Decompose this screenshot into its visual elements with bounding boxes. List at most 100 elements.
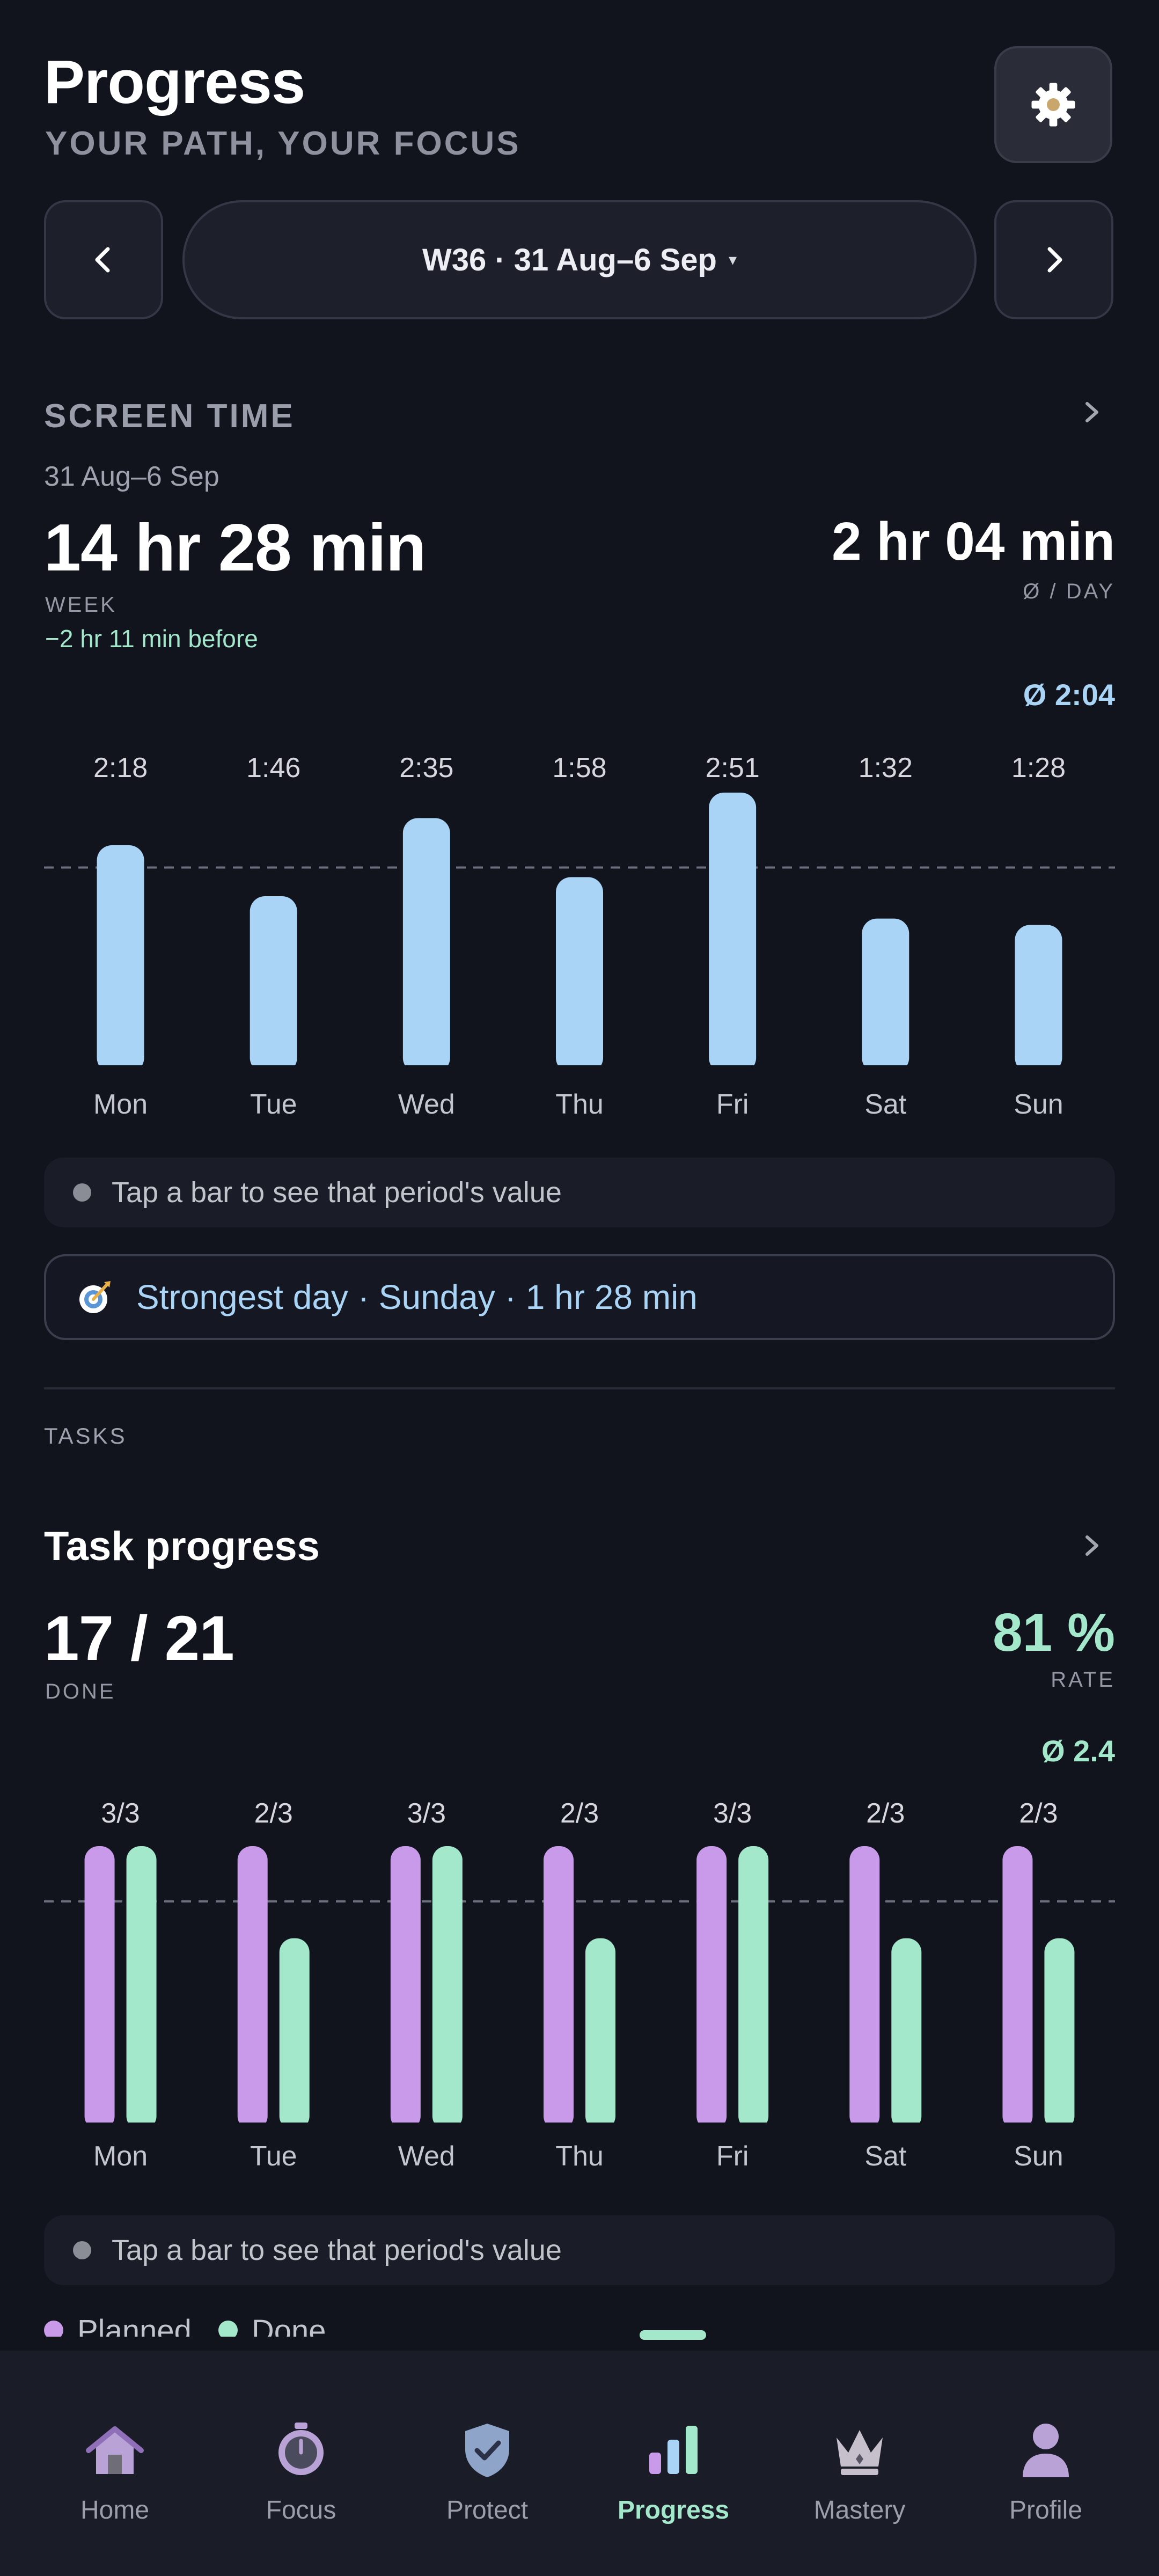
shield-icon [465, 2424, 509, 2477]
chart-baseline-mask [44, 2123, 1115, 2144]
tasks-legend: Planned Done [44, 2313, 326, 2337]
done-bar[interactable] [585, 1938, 615, 2130]
tasks-rate-label: RATE [1051, 1668, 1115, 1692]
tab-focus[interactable]: Focus [221, 2415, 382, 2525]
done-bar[interactable] [126, 1846, 157, 2130]
bar[interactable] [862, 918, 909, 1073]
gear-icon [1031, 83, 1075, 127]
task-bar-group-fri[interactable] [696, 1846, 769, 2130]
bar[interactable] [250, 896, 297, 1073]
tab-progress-label: Progress [617, 2496, 730, 2524]
tab-focus-label: Focus [266, 2496, 336, 2524]
done-bar[interactable] [1044, 1938, 1075, 2130]
x-axis-label: Sat [864, 1089, 907, 1120]
bar-value-label: 1:32 [859, 752, 913, 784]
section-divider [44, 1387, 1115, 1389]
previous-week-button[interactable] [44, 200, 163, 319]
screen-time-bar-sat[interactable] [862, 918, 909, 1073]
task-bar-group-thu[interactable] [544, 1846, 615, 2130]
screen-time-bar-fri[interactable] [709, 792, 757, 1073]
screen-time-date-range: 31 Aug–6 Sep [44, 461, 219, 492]
bar[interactable] [1015, 925, 1062, 1073]
hint-dot-icon [73, 2241, 91, 2259]
bar[interactable] [402, 818, 450, 1073]
task-bar-group-wed[interactable] [390, 1846, 463, 2130]
crown-icon [837, 2430, 883, 2475]
x-axis-label: Fri [716, 2141, 749, 2172]
done-bar[interactable] [738, 1846, 769, 2130]
tab-protect[interactable]: Protect [407, 2415, 568, 2525]
x-axis-label: Thu [555, 2141, 604, 2172]
home-icon [86, 2426, 144, 2474]
task-bar-group-sat[interactable] [849, 1846, 922, 2130]
screen-time-bar-thu[interactable] [556, 877, 603, 1073]
bar[interactable] [709, 792, 757, 1073]
screen-time-bar-mon[interactable] [97, 845, 144, 1073]
x-axis-label: Fri [716, 1089, 749, 1120]
screen-time-bar-wed[interactable] [402, 818, 450, 1073]
tab-progress[interactable]: Progress [593, 2415, 754, 2525]
task-progress-chart: 3/3 Mon 2/3 Tue 3/3 Wed 2/3 Thu 3/3 Fri 2/3 Sat 2/3 S… [44, 1787, 1115, 2179]
planned-bar[interactable] [696, 1846, 727, 2130]
done-bar[interactable] [891, 1938, 922, 2130]
week-selector[interactable]: W36 · 31 Aug–6 Sep ▾ [182, 200, 977, 319]
screen-time-average-marker: Ø 2:04 [1023, 678, 1115, 712]
next-week-button[interactable] [994, 200, 1113, 319]
bar-value-label: 2:51 [706, 752, 760, 784]
bar-value-label: 2/3 [1019, 1798, 1058, 1829]
bar-value-label: 3/3 [713, 1798, 752, 1829]
hint-dot-icon [73, 1183, 91, 1202]
tasks-hint-text: Tap a bar to see that period's value [112, 2234, 562, 2266]
task-bar-group-mon[interactable] [84, 1846, 157, 2130]
bar-value-label: 2/3 [866, 1798, 905, 1829]
bar-value-label: 2:35 [399, 752, 453, 784]
screen-time-bar-sun[interactable] [1015, 925, 1062, 1073]
page-title: Progress [44, 48, 305, 116]
tab-home[interactable]: Home [34, 2415, 195, 2525]
tasks-hint: Tap a bar to see that period's value [44, 2215, 1115, 2285]
strongest-day-card: Strongest day · Sunday · 1 hr 28 min [44, 1254, 1115, 1340]
x-axis-label: Sun [1014, 2141, 1063, 2172]
planned-bar[interactable] [84, 1846, 115, 2130]
screen-time-average-label: Ø / DAY [1023, 580, 1115, 603]
bar-value-label: 2:18 [93, 752, 148, 784]
task-bar-group-tue[interactable] [237, 1846, 310, 2130]
planned-bar[interactable] [849, 1846, 880, 2130]
screen-time-chart: 2:18 Mon 1:46 Tue 2:35 Wed 1:58 Thu 2:51 Fri 1:32 S… [44, 730, 1115, 1127]
task-bar-group-sun[interactable] [1002, 1846, 1075, 2130]
planned-bar[interactable] [1002, 1846, 1033, 2130]
planned-bar[interactable] [390, 1846, 421, 2130]
planned-bar[interactable] [237, 1846, 268, 2130]
bar-value-label: 1:46 [246, 752, 300, 784]
screen-time-hint-text: Tap a bar to see that period's value [112, 1176, 562, 1209]
task-progress-title: Task progress [44, 1524, 320, 1569]
legend-planned: Planned [77, 2314, 192, 2337]
screen-time-details-button[interactable] [1079, 396, 1105, 431]
done-bar[interactable] [432, 1846, 463, 2130]
done-bar[interactable] [279, 1938, 310, 2130]
tab-mastery[interactable]: Mastery [779, 2415, 940, 2525]
screen-time-section-title: SCREEN TIME [44, 398, 295, 435]
screen-time-delta: −2 hr 11 min before [45, 625, 258, 653]
bar[interactable] [556, 877, 603, 1073]
bar-value-label: 3/3 [407, 1798, 446, 1829]
x-axis-label: Mon [93, 2141, 148, 2172]
screen-time-average: 2 hr 04 min [832, 511, 1115, 572]
x-axis-label: Tue [250, 1089, 297, 1120]
screen-time-hint: Tap a bar to see that period's value [44, 1158, 1115, 1227]
chevron-right-icon [1047, 247, 1062, 273]
bottom-navigation [0, 2351, 1159, 2576]
planned-bar[interactable] [544, 1846, 574, 2130]
stopwatch-icon [278, 2423, 324, 2475]
chevron-right-icon [1085, 402, 1098, 422]
x-axis-label: Sat [864, 2141, 907, 2172]
settings-button[interactable] [994, 46, 1112, 163]
screen-time-bar-tue[interactable] [250, 896, 297, 1073]
target-dart-icon [79, 1281, 111, 1313]
bar-value-label: 2/3 [560, 1798, 599, 1829]
tasks-average-marker: Ø 2.4 [1041, 1734, 1115, 1768]
task-progress-details-button[interactable] [1079, 1529, 1105, 1564]
tab-profile[interactable]: Profile [965, 2415, 1126, 2525]
x-axis-label: Sun [1014, 1089, 1063, 1120]
bar[interactable] [97, 845, 144, 1073]
